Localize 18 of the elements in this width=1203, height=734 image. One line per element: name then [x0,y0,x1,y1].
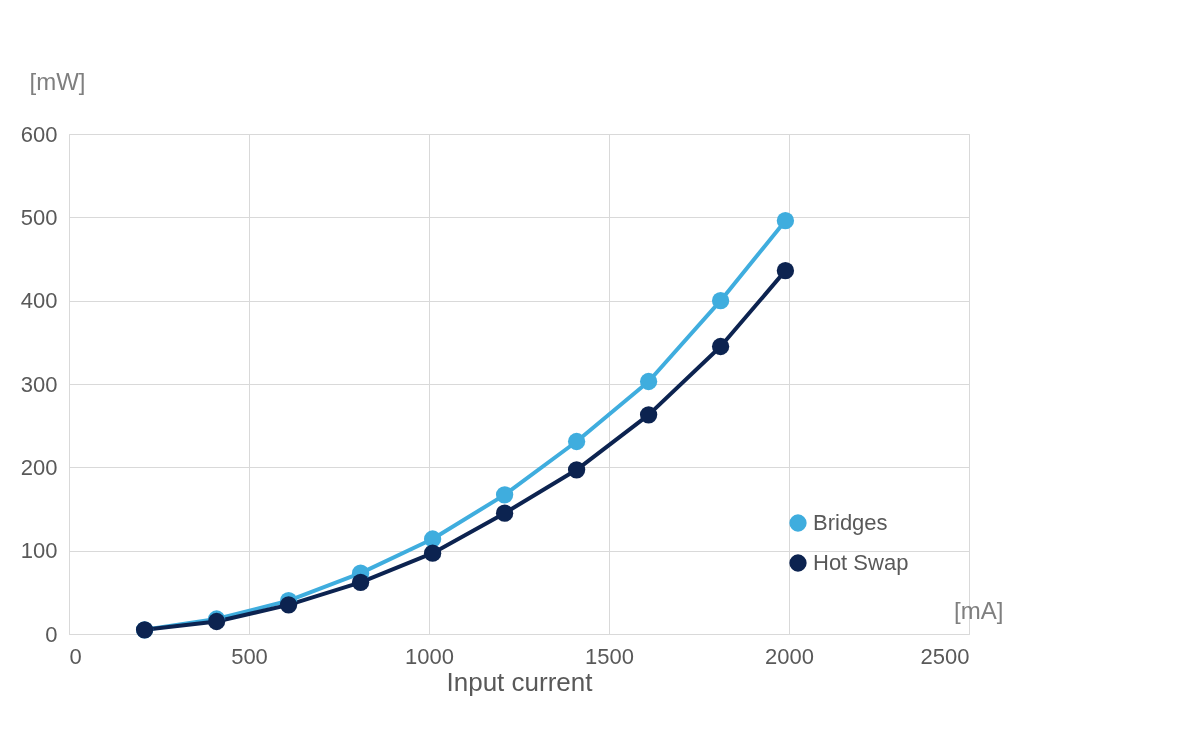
x-axis-title: Input current [446,666,594,697]
y-tick-label: 400 [20,288,58,314]
x-tick-label: 2000 [765,643,814,669]
y-axis-title: [mW] [29,67,86,95]
x-tick-label: 500 [231,643,268,669]
x-tick-label: 1500 [585,643,634,669]
x-tick-label: 1000 [405,643,454,669]
legend-label: Hot Swap [813,550,909,575]
y-tick-label: 600 [20,121,58,147]
y-tick-label: 100 [20,538,58,564]
x-tick-label: 0 [69,643,82,669]
legend-label: Bridges [813,510,888,535]
y-tick-label: 300 [20,371,58,397]
x-tick-label: 2500 [920,643,970,669]
y-tick-label: 200 [20,454,58,480]
y-tick-label: 0 [45,621,58,647]
y-tick-label: 500 [20,204,58,230]
annotation: [mA] [954,597,1004,624]
